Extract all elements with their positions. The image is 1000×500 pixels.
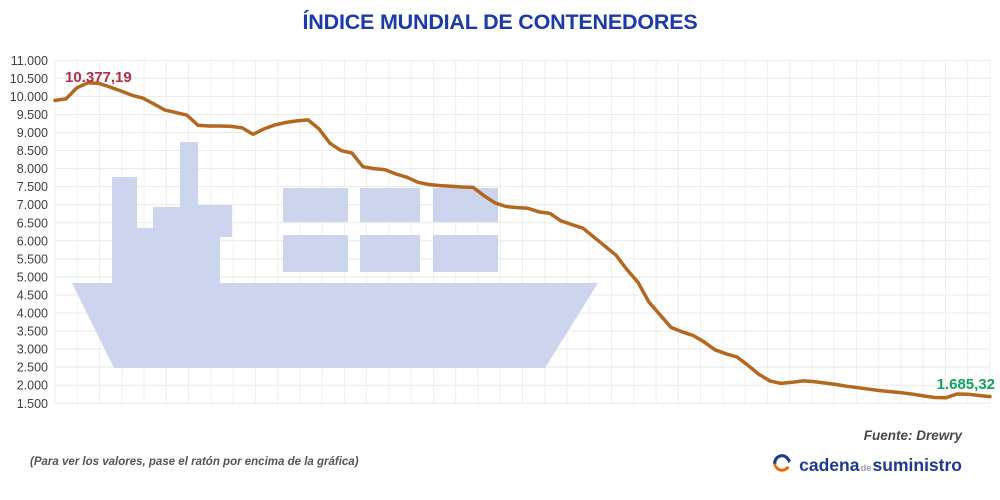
ship-container xyxy=(433,235,498,272)
logo-text: cadena de suministro xyxy=(799,455,962,476)
y-tick-label: 5.000 xyxy=(17,270,48,284)
y-tick-label: 4.000 xyxy=(17,307,48,321)
y-tick-label: 11.000 xyxy=(11,54,48,68)
logo-word-cadena: cadena xyxy=(799,455,860,475)
y-tick-label: 7.000 xyxy=(17,198,48,212)
logo-word-suministro: suministro xyxy=(872,455,962,475)
y-tick-label: 10.000 xyxy=(10,90,48,104)
max-value-label: 10.377,19 xyxy=(65,69,132,86)
ship-container xyxy=(283,188,348,222)
ship-container xyxy=(283,235,348,272)
ship-container xyxy=(360,188,420,222)
y-tick-label: 5.500 xyxy=(17,252,48,266)
y-tick-label: 9.500 xyxy=(17,108,48,122)
y-tick-label: 6.000 xyxy=(17,234,48,248)
ship-superstructure xyxy=(137,228,153,283)
container-ship-watermark xyxy=(72,142,598,368)
y-tick-label: 8.000 xyxy=(17,162,48,176)
last-value-label: 1.685,32 xyxy=(937,376,995,393)
ship-superstructure xyxy=(112,177,137,283)
hover-hint-note: (Para ver los valores, pase el ratón por… xyxy=(30,456,359,468)
ship-superstructure xyxy=(198,237,220,283)
y-tick-label: 4.500 xyxy=(17,288,48,302)
ship-hull xyxy=(72,283,598,368)
ship-container xyxy=(433,188,498,222)
y-tick-label: 2.000 xyxy=(17,379,48,393)
sync-arrows-icon xyxy=(771,452,793,479)
y-tick-label: 1.500 xyxy=(17,397,48,411)
y-tick-label: 6.500 xyxy=(17,216,48,230)
ship-superstructure xyxy=(180,142,198,283)
index-line-series xyxy=(53,81,992,400)
ship-superstructure xyxy=(153,207,180,283)
ship-superstructure xyxy=(198,205,232,237)
y-tick-label: 7.500 xyxy=(17,180,48,194)
logo-word-de: de xyxy=(860,463,872,474)
page-title: ÍNDICE MUNDIAL DE CONTENEDORES xyxy=(302,10,698,34)
y-tick-label: 2.500 xyxy=(17,361,48,375)
y-tick-label: 10.500 xyxy=(10,72,48,86)
y-tick-label: 9.000 xyxy=(17,126,48,140)
ship-container xyxy=(360,235,420,272)
y-tick-label: 3.000 xyxy=(17,343,48,357)
source-label: Fuente: Drewry xyxy=(863,428,962,443)
y-tick-label: 3.500 xyxy=(17,325,48,339)
cadena-de-suministro-logo[interactable]: cadena de suministro xyxy=(771,452,962,479)
y-tick-label: 8.500 xyxy=(17,144,48,158)
